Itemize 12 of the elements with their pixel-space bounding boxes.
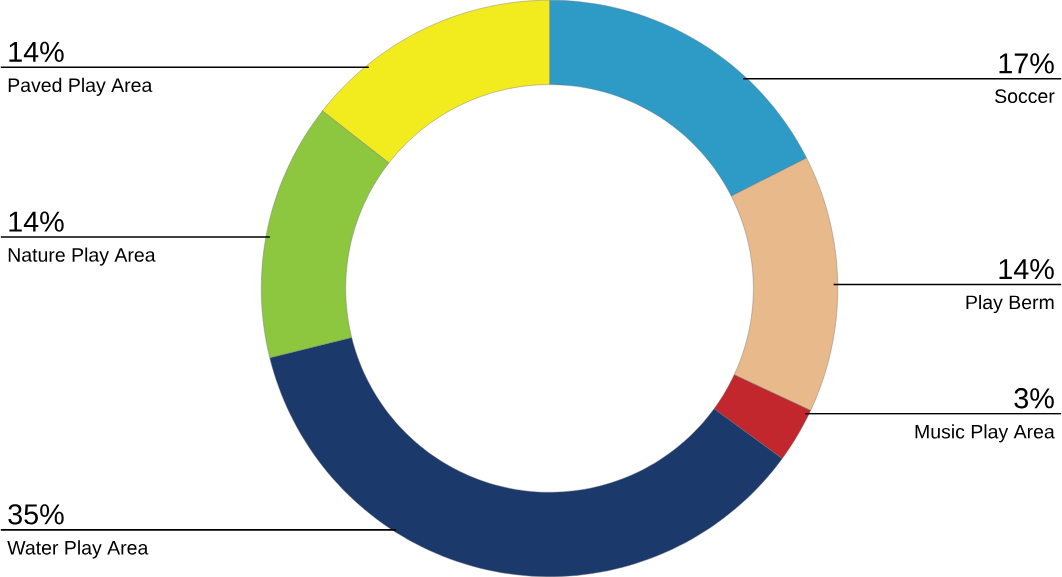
slice-label: Play Berm (966, 295, 1054, 314)
data-label: 17% (999, 53, 1054, 74)
slice-label: Music Play Area (915, 424, 1055, 443)
data-label: 14% (9, 41, 64, 62)
slice-label: Soccer (995, 89, 1055, 104)
data-label: 14% (9, 211, 64, 232)
data-label: 3% (1014, 388, 1054, 409)
data-label: 14% (999, 259, 1054, 280)
data-label: 35% (8, 504, 64, 525)
slice-label: Paved Play Area (8, 77, 153, 96)
slice-label: Water Play Area (7, 540, 149, 559)
slice-label: Nature Play Area (8, 247, 156, 266)
